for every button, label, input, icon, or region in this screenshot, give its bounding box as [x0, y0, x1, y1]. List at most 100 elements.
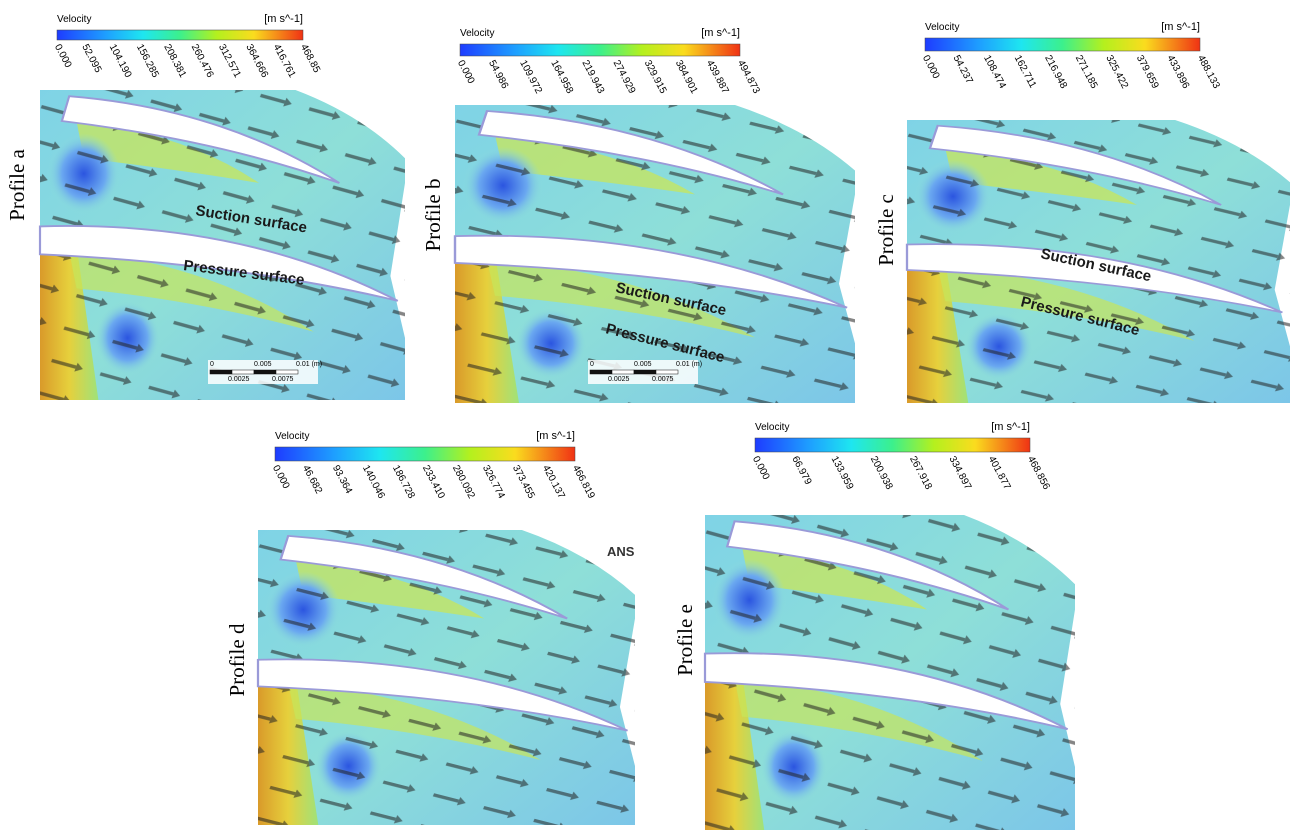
profile-label: Profile e [673, 604, 697, 676]
scale-bar [275, 369, 299, 375]
colorbar-tick-label: 54.986 [486, 58, 510, 91]
panel: Velocity [m s^-1] 0.000 52.095 104.190 156.28… [5, 13, 405, 400]
scale-bar-label: 0.0025 [608, 376, 630, 383]
colorbar [459, 43, 741, 57]
scale-bar [611, 369, 635, 375]
colorbar-unit: [m s^-1] [536, 430, 575, 442]
watermark: ANS [607, 544, 635, 559]
colorbar-tick-label: 108.474 [981, 53, 1008, 90]
scale-bar-label: 0 [210, 361, 214, 368]
colorbar-tick-label: 373.455 [510, 463, 537, 500]
colorbar-tick-label: 52.095 [79, 42, 103, 75]
colorbar-tick-label: 379.659 [1134, 53, 1161, 90]
colorbar-tick-label: 0.000 [750, 454, 772, 482]
colorbar [274, 446, 576, 462]
flow-field [256, 530, 635, 825]
colorbar-tick-label: 384.901 [673, 58, 700, 95]
colorbar-tick-label: 433.896 [1164, 53, 1191, 90]
colorbar-unit: [m s^-1] [701, 27, 740, 39]
colorbar-tick-label: 466.819 [570, 463, 597, 500]
colorbar [924, 37, 1201, 52]
blade [453, 234, 848, 309]
scale-bar [209, 369, 233, 375]
scale-bar-label: 0.0025 [228, 376, 250, 383]
colorbar-tick-label: 416.761 [271, 42, 298, 79]
profile-label: Profile a [5, 148, 29, 220]
background [735, 105, 855, 171]
colorbar-tick-label: 104.190 [107, 42, 134, 79]
colorbar-title: Velocity [755, 422, 789, 433]
colorbar-tick-label: 46.682 [300, 463, 324, 496]
colorbar-tick-label: 271.185 [1073, 53, 1100, 90]
colorbar-tick-label: 364.666 [243, 42, 270, 79]
colorbar-title: Velocity [460, 28, 494, 39]
flow-field [38, 90, 405, 400]
colorbar-tick-label: 208.381 [161, 42, 188, 79]
colorbar-tick-label: 219.943 [579, 58, 606, 95]
scale-bar-label: 0.005 [254, 361, 272, 368]
profile-label: Profile c [874, 194, 898, 266]
colorbar-tick-label: 93.364 [330, 463, 354, 496]
colorbar-tick-label: 233.410 [420, 463, 447, 500]
panel: Velocity [m s^-1] 0.000 66.979 133.959 200.93… [673, 421, 1075, 830]
scale-bar-label: 0.01 (m) [296, 361, 322, 368]
colorbar-unit: [m s^-1] [264, 13, 303, 25]
colorbar-unit: [m s^-1] [991, 421, 1030, 433]
colorbar-tick-label: 66.979 [789, 454, 813, 487]
colorbar-tick-label: 140.046 [360, 463, 387, 500]
colorbar-title: Velocity [925, 22, 959, 33]
background [295, 90, 405, 159]
colorbar-tick-label: 0.000 [920, 53, 942, 81]
colorbar-tick-label: 0.000 [52, 42, 74, 70]
colorbar-tick-label: 468.856 [1025, 454, 1052, 491]
colorbar-tick-label: 329.915 [642, 58, 669, 95]
colorbar-tick-label: 439.887 [704, 58, 731, 95]
colorbar-tick-label: 420.137 [540, 463, 567, 500]
blade [725, 520, 1010, 611]
colorbar-tick-label: 280.092 [450, 463, 477, 500]
colorbar-tick-label: 334.897 [946, 454, 973, 491]
scale-bar-label: 0.0075 [652, 376, 674, 383]
background [521, 530, 635, 595]
colorbar-tick-label: 494.873 [735, 58, 762, 95]
flow-field [453, 105, 855, 403]
colorbar-unit: [m s^-1] [1161, 21, 1200, 33]
colorbar-title: Velocity [57, 14, 91, 25]
colorbar-tick-label: 0.000 [270, 463, 292, 491]
colorbar-tick-label: 54.237 [951, 53, 975, 86]
colorbar-tick-label: 325.422 [1103, 53, 1130, 90]
blade [928, 124, 1222, 206]
colorbar-tick-label: 186.728 [390, 463, 417, 500]
scale-bar-label: 0.005 [634, 361, 652, 368]
background [964, 515, 1075, 585]
scale-bar [589, 369, 613, 375]
blade [703, 652, 1069, 731]
scale-bar-label: 0.0075 [272, 376, 294, 383]
scale-bar-label: 0.01 (m) [676, 361, 702, 368]
blade [38, 225, 399, 302]
colorbar-tick-label: 200.938 [868, 454, 895, 491]
colorbar-tick-label: 162.711 [1012, 53, 1039, 90]
colorbar-tick-label: 326.774 [480, 463, 507, 500]
scale-bar-label: 0 [590, 361, 594, 368]
colorbar-tick-label: 260.476 [189, 42, 216, 79]
blade [60, 95, 340, 184]
colorbar-tick-label: 488.133 [1195, 53, 1222, 90]
blade [279, 534, 568, 620]
colorbar [56, 29, 304, 41]
profile-label: Profile d [225, 623, 249, 696]
profile-label: Profile b [421, 179, 445, 252]
colorbar-tick-label: 0.000 [455, 58, 477, 86]
colorbar-tick-label: 312.571 [216, 42, 243, 79]
colorbar [754, 437, 1031, 453]
panel: Velocity [m s^-1] 0.000 54.237 108.474 162.71… [874, 21, 1290, 403]
blade [477, 109, 784, 196]
panel: Velocity [m s^-1] 0.000 54.986 109.972 164.95… [421, 27, 855, 403]
colorbar-tick-label: 401.877 [986, 454, 1013, 491]
blade [256, 658, 629, 732]
colorbar-tick-label: 468.85 [298, 42, 322, 75]
scale-bar [231, 369, 255, 375]
flow-field [905, 120, 1290, 403]
scale-bar [253, 369, 277, 375]
